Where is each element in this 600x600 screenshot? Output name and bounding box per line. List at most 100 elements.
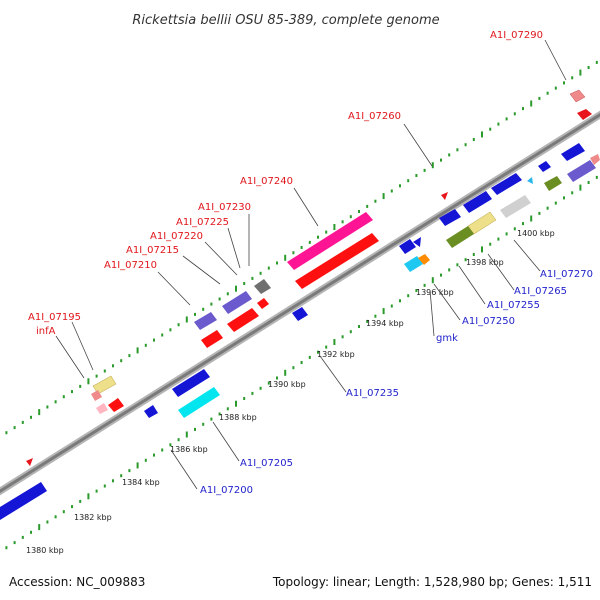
label-a1i-07255[interactable]: A1I_07255 xyxy=(487,300,540,311)
track-dot xyxy=(62,395,65,399)
track-dot xyxy=(366,204,369,208)
gene-a1i-07205[interactable] xyxy=(178,387,220,418)
gene-a1i-07240-downstream[interactable] xyxy=(295,233,379,289)
label-gmk[interactable]: gmk xyxy=(436,333,458,344)
label-a1i-07220[interactable]: A1I_07220 xyxy=(150,231,203,242)
gene-a1i-07230[interactable] xyxy=(254,279,271,294)
label-a1i-07225[interactable]: A1I_07225 xyxy=(176,217,229,228)
track-dot xyxy=(5,546,8,550)
track-dot xyxy=(144,458,147,462)
track-dot xyxy=(587,66,590,69)
label-a1i-07265[interactable]: A1I_07265 xyxy=(514,286,567,297)
gene-a1i-07240[interactable] xyxy=(287,212,373,270)
track-dot xyxy=(177,438,180,442)
track-dot xyxy=(538,96,541,100)
gene-reverse-blue-small[interactable] xyxy=(538,161,551,172)
label-a1i-07200[interactable]: A1I_07200 xyxy=(200,485,253,496)
genes-forward xyxy=(26,89,600,466)
label-a1i-07235[interactable]: A1I_07235 xyxy=(346,388,399,399)
gene-forward-pink[interactable] xyxy=(96,403,108,414)
track-dot xyxy=(308,240,311,244)
gene-reverse-blue-left[interactable] xyxy=(0,482,47,520)
gene-a1i-07200[interactable] xyxy=(144,405,158,418)
gene-a1i-07265[interactable] xyxy=(500,195,531,218)
gene-a1i-07235[interactable] xyxy=(292,307,308,321)
gene-a1i-07260[interactable] xyxy=(441,192,448,200)
gene-gmk-orange[interactable] xyxy=(418,254,430,265)
gene-a1i-07225[interactable] xyxy=(257,298,269,309)
label-a1i-07270[interactable]: A1I_07270 xyxy=(540,269,593,280)
gene-forward-tip[interactable] xyxy=(26,458,33,466)
track-dot xyxy=(54,515,57,519)
label-a1i-07260[interactable]: A1I_07260 xyxy=(348,111,401,122)
gene-gmk[interactable] xyxy=(404,256,423,272)
label-a1i-07230[interactable]: A1I_07230 xyxy=(198,202,251,213)
gene-reverse-violet-upper[interactable] xyxy=(567,160,596,182)
tick-label: 1392 kbp xyxy=(317,350,355,359)
label-a1i-07210[interactable]: A1I_07210 xyxy=(104,260,157,271)
gene-a1i-07265-blue[interactable] xyxy=(491,173,522,195)
track-dot xyxy=(128,354,131,358)
gene-a1i-07250-blue[interactable] xyxy=(439,209,461,226)
gene-reverse-olive[interactable] xyxy=(544,176,562,191)
track-dot xyxy=(21,535,24,539)
track-dot xyxy=(276,376,278,380)
gene-a1i-07255-blue[interactable] xyxy=(463,191,492,213)
gene-forward-red[interactable] xyxy=(201,330,223,348)
tick-label: 1384 kbp xyxy=(122,478,160,487)
track-dot xyxy=(38,409,41,416)
track-dot xyxy=(259,386,262,390)
track-dot xyxy=(341,335,344,339)
track-dot xyxy=(440,273,442,277)
track-dot xyxy=(571,76,574,80)
gene-a1i-07215[interactable] xyxy=(227,308,259,332)
track-dot xyxy=(144,343,147,347)
gene-a1i-07210[interactable] xyxy=(194,312,217,330)
gene-gmk-arrow[interactable] xyxy=(413,237,421,247)
gene-infa[interactable] xyxy=(91,390,102,401)
label-a1i-07215[interactable]: A1I_07215 xyxy=(126,245,179,256)
track-dot xyxy=(382,193,385,200)
track-dot xyxy=(30,415,32,419)
label-a1i-07195[interactable]: A1I_07195 xyxy=(28,312,81,323)
label-a1i-07250[interactable]: A1I_07250 xyxy=(462,316,515,327)
track-dot xyxy=(489,242,492,246)
gene-forward-red-2[interactable] xyxy=(108,398,124,412)
track-dot xyxy=(390,304,393,308)
gene-a1i-07250[interactable] xyxy=(446,226,474,248)
track-dot xyxy=(415,174,418,177)
track-dot xyxy=(587,181,590,184)
gene-forward-small[interactable] xyxy=(577,109,592,120)
track-dot xyxy=(464,143,467,147)
track-dot xyxy=(62,510,65,514)
tick-label: 1382 kbp xyxy=(74,513,112,522)
track-dot xyxy=(563,81,565,85)
track-dot xyxy=(513,112,516,116)
track-dots xyxy=(5,60,598,550)
track-dot xyxy=(251,276,254,280)
gene-a1i-07255[interactable] xyxy=(467,211,497,235)
label-a1i-07240[interactable]: A1I_07240 xyxy=(240,176,293,187)
label-a1i-07290[interactable]: A1I_07290 xyxy=(490,30,543,41)
track-dot xyxy=(497,122,500,126)
gene-reverse-blue-upper[interactable] xyxy=(561,143,585,161)
gene-a1i-07220[interactable] xyxy=(222,291,252,314)
track-dot xyxy=(423,168,426,172)
track-dot xyxy=(505,117,508,121)
track-dot xyxy=(579,184,582,191)
gene-gmk-blue[interactable] xyxy=(399,239,416,254)
label-infa[interactable]: infA xyxy=(36,326,56,337)
gene-a1i-07205-blue[interactable] xyxy=(172,369,210,397)
track-dot xyxy=(382,308,385,315)
tick-label: 1394 kbp xyxy=(366,319,404,328)
track-dot xyxy=(177,323,180,327)
gene-a1i-07270[interactable] xyxy=(527,177,533,184)
track-dot xyxy=(513,227,516,231)
track-dot xyxy=(358,325,360,328)
track-dot xyxy=(267,381,270,385)
track-dot xyxy=(185,316,188,323)
track-dot xyxy=(472,253,475,256)
label-a1i-07205[interactable]: A1I_07205 xyxy=(240,458,293,469)
gene-a1i-07290[interactable] xyxy=(569,89,586,103)
gene-tail-pink[interactable] xyxy=(590,154,600,165)
